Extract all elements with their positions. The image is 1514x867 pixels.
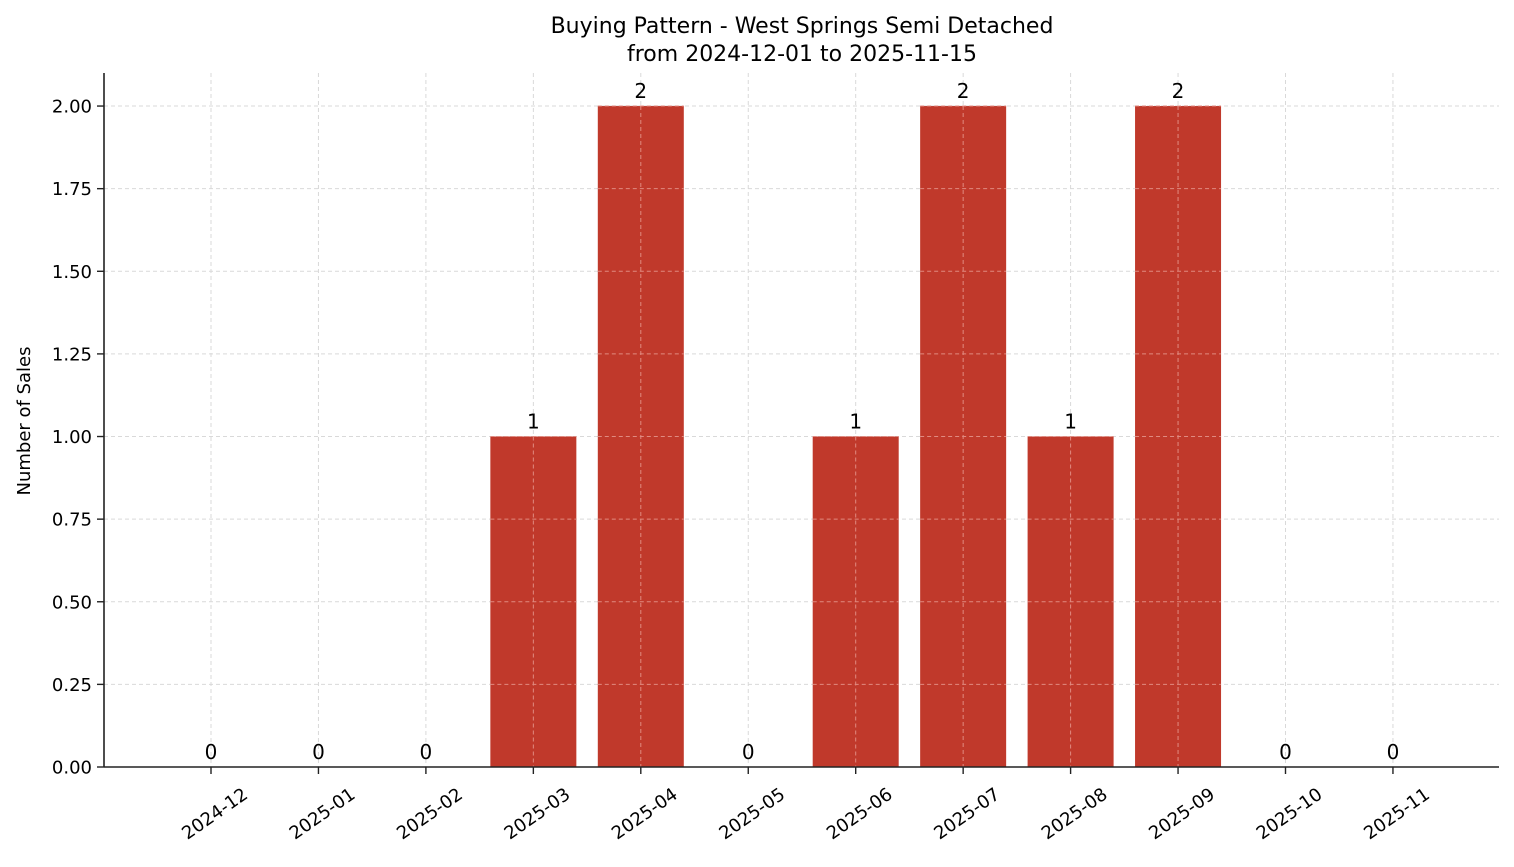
bar-value-label: 1	[527, 410, 540, 434]
y-tick-label: 2.00	[52, 97, 92, 118]
x-tick-label: 2025-05	[715, 784, 789, 844]
y-axis-label: Number of Sales	[14, 346, 35, 495]
y-tick-label: 1.75	[52, 179, 92, 200]
y-tick-label: 0.50	[52, 592, 92, 613]
chart-title: Buying Pattern - West Springs Semi Detac…	[551, 14, 1054, 39]
x-tick-label: 2025-10	[1253, 784, 1327, 844]
bar-value-label: 0	[742, 740, 755, 764]
bar-value-label: 2	[1172, 79, 1185, 103]
bar-value-label: 0	[1387, 740, 1400, 764]
bars	[490, 105, 1222, 768]
x-tick-label: 2025-02	[393, 784, 467, 844]
bar-value-label: 0	[420, 740, 433, 764]
y-tick-label: 1.50	[52, 262, 92, 283]
bar-value-label: 0	[1279, 740, 1292, 764]
x-tick-label: 2025-11	[1360, 784, 1434, 844]
grid-lines	[104, 73, 1499, 767]
x-tick-label: 2025-07	[930, 784, 1004, 844]
bar-value-label: 2	[957, 79, 970, 103]
chart-subtitle: from 2024-12-01 to 2025-11-15	[627, 42, 977, 67]
bar-value-label: 0	[312, 740, 325, 764]
x-tick-label: 2025-06	[823, 784, 897, 844]
x-tick-label: 2025-09	[1145, 784, 1219, 844]
bar-value-label: 1	[1064, 410, 1077, 434]
y-tick-label: 0.25	[52, 675, 92, 696]
x-tick-label: 2025-08	[1038, 784, 1112, 844]
bar-value-labels: 0 0 0 1 2 0 1 2 1 2 0 0	[205, 79, 1400, 764]
y-tick-label: 0.00	[52, 758, 92, 779]
bar-value-label: 0	[205, 740, 218, 764]
x-tick-label: 2025-01	[286, 784, 360, 844]
y-tick-label: 0.75	[52, 510, 92, 531]
y-tick-label: 1.25	[52, 344, 92, 365]
y-tick-label: 1.00	[52, 427, 92, 448]
bar-value-label: 1	[849, 410, 862, 434]
x-tick-label: 2024-12	[178, 784, 252, 844]
bar-value-label: 2	[634, 79, 647, 103]
x-tick-label: 2025-03	[501, 784, 575, 844]
x-tick-label: 2025-04	[608, 784, 682, 844]
